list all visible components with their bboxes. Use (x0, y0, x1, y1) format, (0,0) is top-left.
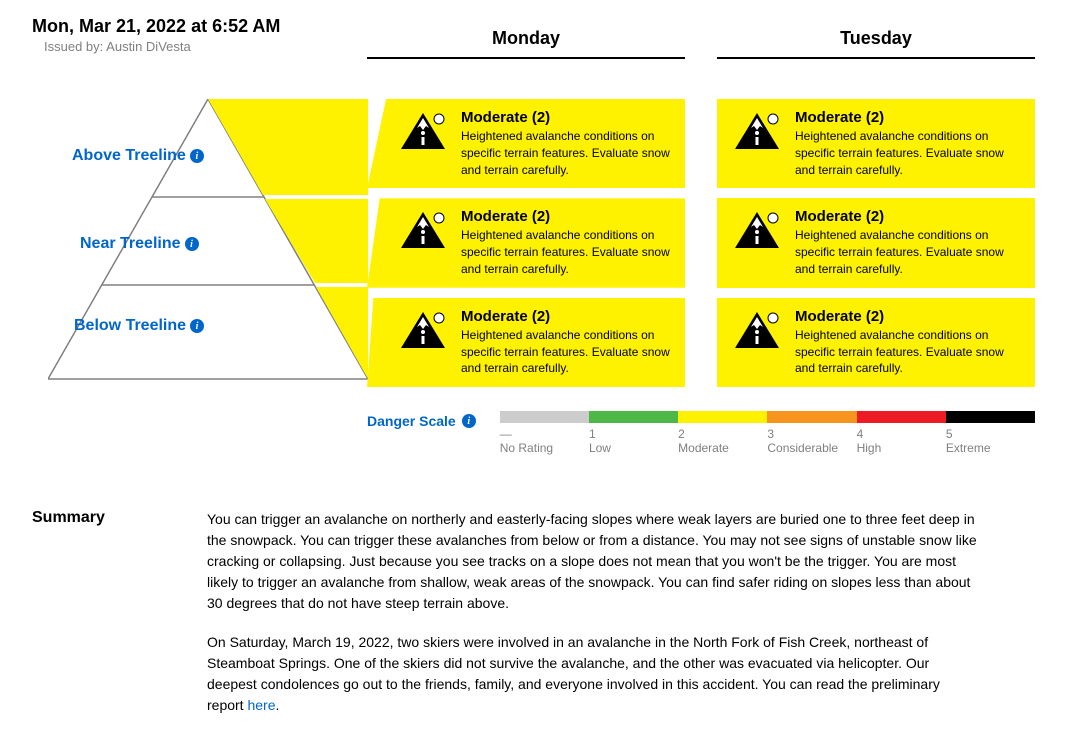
issued-by-name: Austin DiVesta (106, 39, 191, 54)
scale-name: Considerable (767, 441, 856, 455)
danger-desc: Heightened avalanche conditions on speci… (461, 327, 673, 377)
zone-label-text: Below Treeline (74, 317, 186, 335)
zone-near-treeline: Near Treeline i (80, 235, 199, 253)
issued-by-line: Issued by: Austin DiVesta (32, 39, 367, 54)
forecast-date: Mon, Mar 21, 2022 at 6:52 AM (32, 16, 367, 37)
scale-num: 2 (678, 427, 767, 441)
summary-text-run: On Saturday, March 19, 2022, two skiers … (207, 634, 940, 713)
scale-item: — No Rating (500, 411, 589, 455)
scale-name: High (857, 441, 946, 455)
danger-title: Moderate (2) (461, 308, 673, 325)
info-icon[interactable]: i (190, 319, 204, 333)
mountain-warning-icon (733, 109, 781, 157)
scale-item: 4 High (857, 411, 946, 455)
date-block: Mon, Mar 21, 2022 at 6:52 AM Issued by: … (32, 16, 367, 54)
danger-card: Moderate (2) Heightened avalanche condit… (717, 198, 1035, 287)
danger-card: Moderate (2) Heightened avalanche condit… (367, 298, 685, 387)
mountain-warning-icon (399, 109, 447, 157)
scale-num: 4 (857, 427, 946, 441)
danger-scale: — No Rating 1 Low 2 Moderate 3 Considera… (500, 411, 1035, 455)
danger-card: Moderate (2) Heightened avalanche condit… (367, 99, 685, 188)
danger-card: Moderate (2) Heightened avalanche condit… (717, 99, 1035, 188)
report-link[interactable]: here (247, 697, 275, 713)
scale-name: Low (589, 441, 678, 455)
danger-card: Moderate (2) Heightened avalanche condit… (717, 298, 1035, 387)
danger-desc: Heightened avalanche conditions on speci… (795, 227, 1023, 277)
danger-title: Moderate (2) (795, 208, 1023, 225)
zone-above-treeline: Above Treeline i (72, 147, 204, 165)
zone-label-text: Above Treeline (72, 147, 186, 165)
scale-name: No Rating (500, 441, 589, 455)
scale-bar (857, 411, 946, 423)
danger-title: Moderate (2) (461, 109, 673, 126)
scale-item: 3 Considerable (767, 411, 856, 455)
scale-label-text: Danger Scale (367, 413, 456, 429)
issued-by-label: Issued by: (44, 39, 103, 54)
danger-card: Moderate (2) Heightened avalanche condit… (367, 198, 685, 287)
summary-paragraph: On Saturday, March 19, 2022, two skiers … (207, 632, 977, 716)
scale-bar (500, 411, 589, 423)
scale-bar (767, 411, 856, 423)
summary-text-run: . (276, 697, 280, 713)
day-header-monday: Monday (367, 28, 685, 59)
scale-num: 1 (589, 427, 678, 441)
scale-num: — (500, 427, 589, 441)
scale-name: Extreme (946, 441, 1035, 455)
scale-bar (946, 411, 1035, 423)
monday-column: Moderate (2) Heightened avalanche condit… (367, 99, 685, 387)
mountain-warning-icon (733, 208, 781, 256)
mountain-warning-icon (399, 308, 447, 356)
scale-name: Moderate (678, 441, 767, 455)
danger-desc: Heightened avalanche conditions on speci… (461, 227, 673, 277)
scale-num: 5 (946, 427, 1035, 441)
danger-scale-label: Danger Scale i (367, 413, 476, 429)
summary-body: You can trigger an avalanche on northerl… (207, 509, 977, 734)
info-icon[interactable]: i (190, 149, 204, 163)
danger-desc: Heightened avalanche conditions on speci… (795, 327, 1023, 377)
day-header-tuesday: Tuesday (717, 28, 1035, 59)
scale-bar (678, 411, 767, 423)
scale-bar (589, 411, 678, 423)
danger-desc: Heightened avalanche conditions on speci… (461, 128, 673, 178)
danger-title: Moderate (2) (795, 109, 1023, 126)
danger-desc: Heightened avalanche conditions on speci… (795, 128, 1023, 178)
danger-title: Moderate (2) (461, 208, 673, 225)
info-icon[interactable]: i (462, 414, 476, 428)
mountain-warning-icon (399, 208, 447, 256)
summary-heading: Summary (32, 509, 207, 734)
info-icon[interactable]: i (185, 237, 199, 251)
danger-title: Moderate (2) (795, 308, 1023, 325)
elevation-pyramid: Above Treeline i Near Treeline i Below T… (32, 99, 367, 379)
zone-below-treeline: Below Treeline i (74, 317, 204, 335)
scale-item: 2 Moderate (678, 411, 767, 455)
tuesday-column: Moderate (2) Heightened avalanche condit… (717, 99, 1035, 387)
summary-paragraph: You can trigger an avalanche on northerl… (207, 509, 977, 614)
mountain-warning-icon (733, 308, 781, 356)
scale-num: 3 (767, 427, 856, 441)
scale-item: 1 Low (589, 411, 678, 455)
zone-label-text: Near Treeline (80, 235, 181, 253)
scale-item: 5 Extreme (946, 411, 1035, 455)
